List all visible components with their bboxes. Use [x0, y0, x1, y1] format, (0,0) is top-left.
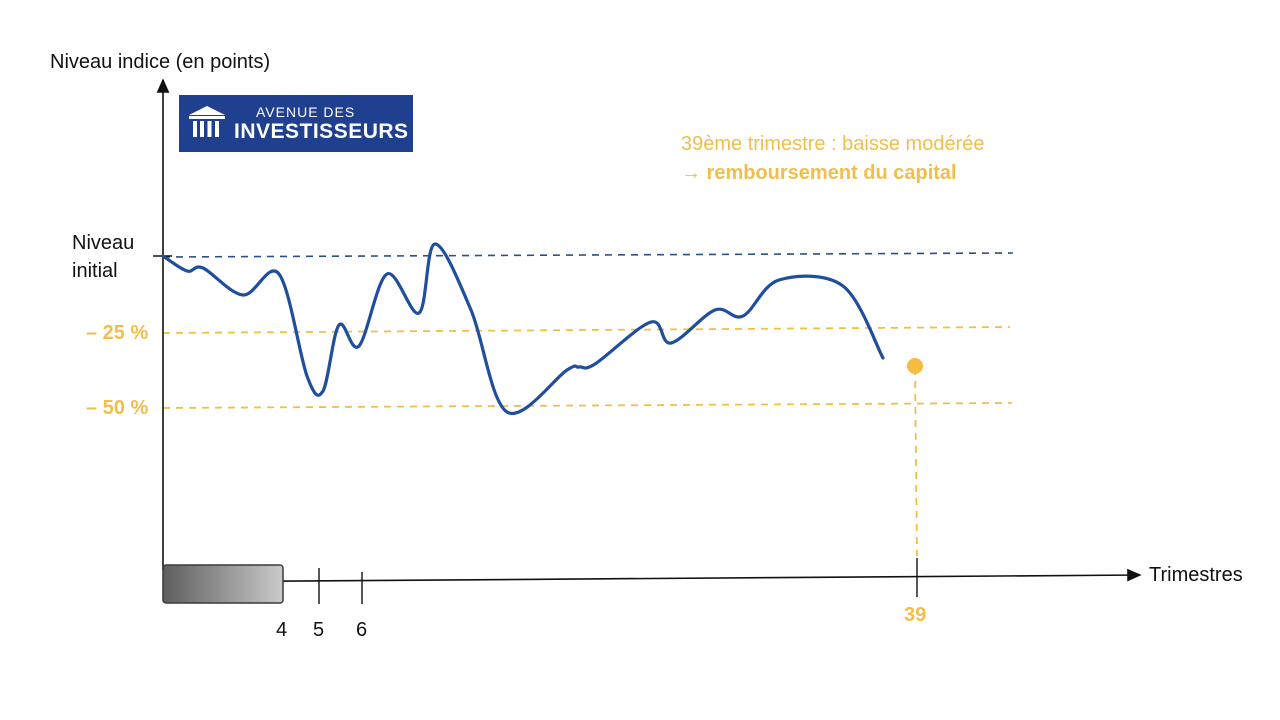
minus-25-label: – 25 %: [86, 322, 149, 344]
minus-25-line: [162, 326, 1011, 334]
logo-line-1: AVENUE DES: [256, 104, 356, 120]
x-tick-label-5: 5: [313, 619, 325, 641]
minus-50-label: – 50 %: [86, 397, 149, 419]
annotation-title: 39ème trimestre : baisse modérée: [681, 133, 985, 155]
temple-icon: [189, 106, 225, 137]
index-series-line: [161, 242, 885, 416]
non-call-period-block: [162, 564, 284, 604]
initial-level-label-line2: initial: [72, 260, 118, 282]
logo-line-2: INVESTISSEURS: [234, 120, 409, 143]
brand-logo: AVENUE DES INVESTISSEURS: [179, 95, 413, 152]
x-axis: [162, 568, 1142, 583]
highlight-point-39: [907, 358, 923, 374]
initial-level-line: [162, 252, 1014, 258]
highlight-drop-line: [914, 367, 918, 557]
x-tick-label-39: 39: [904, 604, 927, 626]
y-axis-title: Niveau indice (en points): [50, 51, 271, 73]
x-tick-label-6: 6: [356, 619, 368, 641]
initial-level-label-line1: Niveau: [72, 232, 135, 254]
x-axis-title: Trimestres: [1149, 564, 1243, 586]
x-tick-label-4: 4: [276, 619, 288, 641]
minus-50-line: [162, 402, 1013, 409]
annotation-result: → remboursement du capital: [681, 162, 957, 184]
